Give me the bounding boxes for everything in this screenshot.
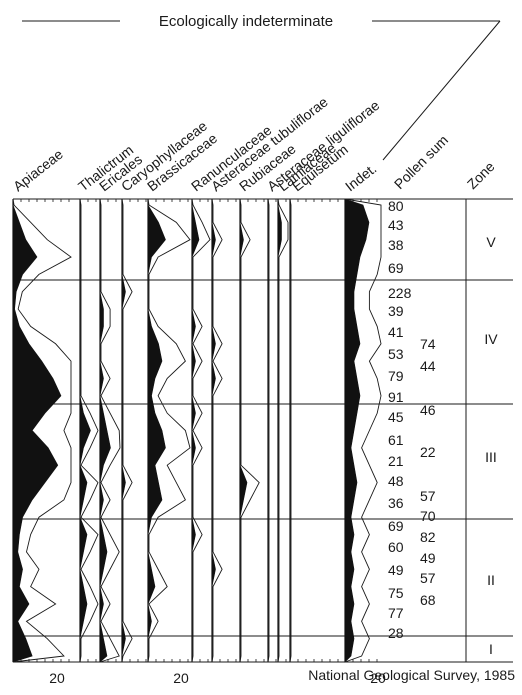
pollen-sum-secondary: 22: [420, 444, 436, 460]
zone-label: II: [487, 572, 495, 588]
pollen-sum-value: 28: [388, 625, 404, 641]
source-credit: National Geological Survey, 1985: [308, 667, 515, 683]
taxon-column-7: [239, 198, 265, 663]
taxon-area: [121, 199, 126, 662]
pollen-sum-secondary: 57: [420, 488, 436, 504]
taxa-labels: Apiaceae ThalictrumEricalesCaryophyllacea…: [10, 93, 383, 194]
pollen-sum-value: 49: [388, 562, 404, 578]
taxon-label: Apiaceae: [10, 146, 66, 195]
taxon-exaggeration-line: [121, 198, 133, 663]
taxon-exaggeration-line: [289, 198, 292, 663]
pollen-sum-secondary: 44: [420, 358, 436, 374]
pollen-sum-column: Pollen sum Zone 80 43 38 69 228 39 41 53 79 91 45 61 2…: [388, 132, 498, 662]
taxon-exaggeration-line: [79, 198, 99, 663]
pollen-sum-secondary: 74: [420, 336, 436, 352]
pollen-sum-value: 53: [388, 346, 404, 362]
scale-label: 20: [370, 670, 386, 686]
taxon-exaggeration-line: [211, 198, 223, 663]
taxon-exaggeration-line: [12, 198, 72, 663]
taxon-exaggeration-line: [147, 198, 191, 663]
taxon-area: [344, 198, 370, 663]
taxon-area: [79, 199, 91, 662]
scale-labels: 20 20 20: [49, 670, 386, 686]
pollen-sum-secondary: 70: [420, 508, 436, 524]
pollen-sum-value: 41: [388, 324, 404, 340]
pollen-sum-secondary: 82: [420, 529, 436, 545]
taxon-label: Indet.: [342, 160, 379, 194]
taxon-exaggeration-line: [191, 198, 211, 663]
group-label-region: Ecologically indeterminate: [22, 13, 501, 161]
taxon-exaggeration-line: [344, 198, 382, 663]
group-label: Ecologically indeterminate: [159, 13, 333, 30]
pollen-sum-value: 77: [388, 605, 404, 621]
pollen-sum-header: Pollen sum: [391, 132, 451, 192]
taxon-column-5: [191, 198, 211, 663]
zone-label: III: [485, 449, 497, 465]
pollen-sum-value: 36: [388, 495, 404, 511]
taxon-column-11: [344, 198, 382, 663]
pollen-sum-value: 69: [388, 260, 404, 276]
taxon-exaggeration-line: [267, 198, 270, 663]
taxon-area: [191, 199, 200, 662]
pollen-sum-value: 39: [388, 303, 404, 319]
scale-label: 20: [49, 670, 65, 686]
taxon-exaggeration-line: [239, 198, 260, 663]
taxon-column-4: [147, 198, 191, 663]
pollen-sum-secondary: 57: [420, 570, 436, 586]
taxon-column-10: [289, 198, 339, 663]
pollen-sum-value: 21: [388, 453, 404, 469]
taxon-column-0: [12, 198, 72, 663]
pollen-sum-value: 43: [388, 217, 404, 233]
pollen-sum-value: 75: [388, 585, 404, 601]
taxon-columns: [12, 198, 382, 663]
pollen-sum-secondary: 46: [420, 402, 436, 418]
taxon-column-6: [211, 198, 237, 663]
zone-label: V: [486, 234, 496, 250]
pollen-sum-value: 60: [388, 539, 404, 555]
pollen-sum-secondary: 68: [420, 592, 436, 608]
pollen-sum-value: 45: [388, 409, 404, 425]
pollen-sum-value: 91: [388, 389, 404, 405]
taxon-exaggeration-line: [99, 198, 121, 663]
taxon-column-1: [79, 198, 99, 663]
taxon-area: [277, 199, 282, 662]
pollen-sum-secondary: 49: [420, 550, 436, 566]
taxon-exaggeration-line: [277, 198, 289, 663]
taxon-area: [147, 199, 166, 662]
taxon-area: [12, 199, 62, 663]
taxon-area: [239, 199, 248, 662]
pollen-sum-value: 38: [388, 237, 404, 253]
zone-label: I: [489, 641, 493, 657]
zone-lines: [13, 198, 513, 663]
taxon-area: [211, 199, 216, 662]
taxon-column-9: [277, 198, 289, 663]
group-bracket-diagonal: [382, 20, 501, 161]
pollen-sum-value: 61: [388, 432, 404, 448]
pollen-sum-value: 79: [388, 368, 404, 384]
taxon-column-2: [99, 198, 121, 663]
zone-label: IV: [484, 331, 498, 347]
taxon-area: [99, 199, 111, 663]
taxon-column-3: [121, 198, 147, 663]
pollen-sum-value: 69: [388, 518, 404, 534]
zone-header: Zone: [464, 158, 498, 192]
scale-label: 20: [173, 670, 189, 686]
pollen-sum-value: 80: [388, 198, 404, 214]
taxon-column-8: [267, 198, 277, 663]
pollen-sum-value: 48: [388, 473, 404, 489]
pollen-sum-value: 228: [388, 285, 412, 301]
